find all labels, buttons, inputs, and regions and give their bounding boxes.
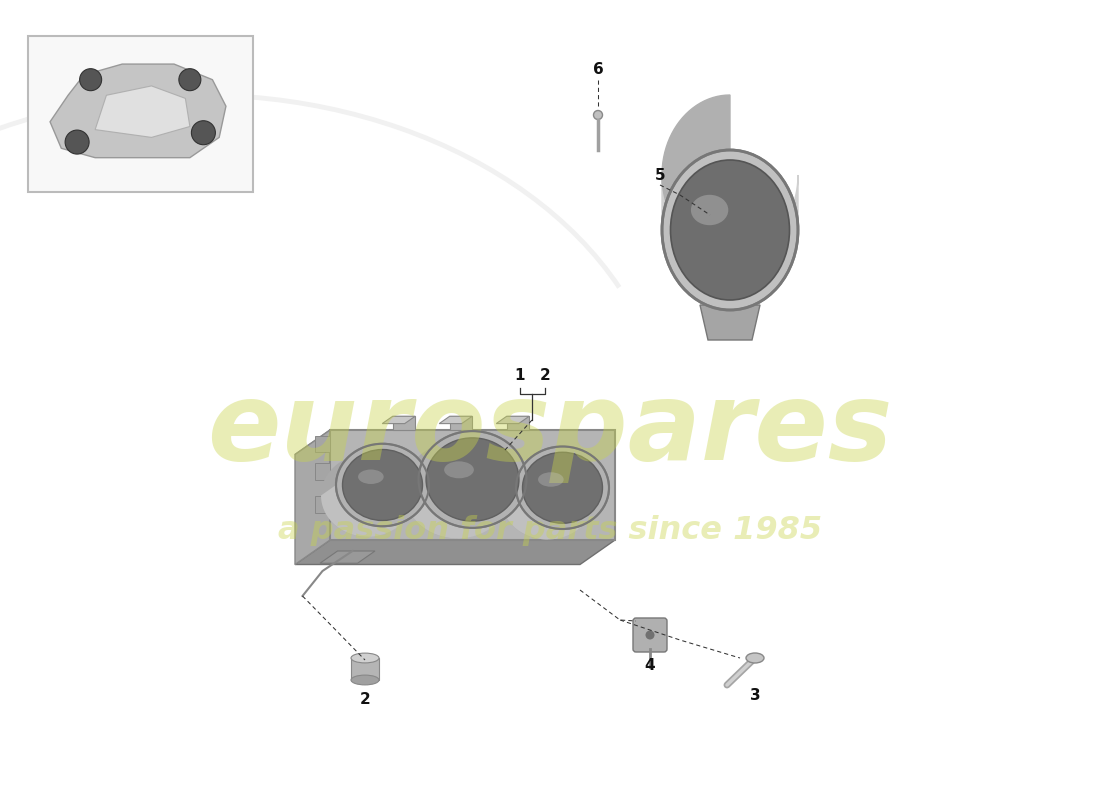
Polygon shape — [315, 435, 330, 452]
Text: 3: 3 — [750, 687, 760, 702]
Polygon shape — [320, 551, 375, 563]
Ellipse shape — [691, 194, 728, 226]
Ellipse shape — [426, 438, 519, 521]
Text: 1: 1 — [515, 367, 526, 382]
Ellipse shape — [351, 653, 380, 663]
Ellipse shape — [516, 446, 609, 529]
Polygon shape — [439, 416, 472, 424]
Polygon shape — [404, 431, 473, 538]
Polygon shape — [295, 430, 615, 454]
Polygon shape — [662, 95, 730, 310]
Polygon shape — [382, 416, 415, 424]
Text: 2: 2 — [540, 367, 550, 382]
Text: 4: 4 — [645, 658, 656, 673]
Polygon shape — [95, 86, 190, 138]
Polygon shape — [295, 430, 330, 565]
Polygon shape — [662, 175, 798, 310]
Ellipse shape — [179, 69, 201, 90]
Ellipse shape — [444, 462, 474, 478]
FancyBboxPatch shape — [632, 618, 667, 652]
Polygon shape — [393, 416, 415, 430]
Polygon shape — [496, 416, 529, 424]
Polygon shape — [700, 305, 760, 340]
Text: 2: 2 — [360, 693, 371, 707]
Ellipse shape — [594, 110, 603, 119]
Polygon shape — [315, 463, 330, 479]
Ellipse shape — [191, 121, 216, 145]
Text: a passion for parts since 1985: a passion for parts since 1985 — [278, 514, 822, 546]
Polygon shape — [500, 488, 609, 539]
Polygon shape — [404, 479, 527, 538]
Text: eurospares: eurospares — [207, 377, 893, 483]
Ellipse shape — [662, 150, 798, 310]
Polygon shape — [351, 658, 380, 680]
Bar — [28, 36, 253, 192]
Ellipse shape — [359, 470, 384, 484]
Ellipse shape — [342, 450, 422, 521]
Polygon shape — [295, 540, 615, 565]
Polygon shape — [321, 444, 383, 537]
Ellipse shape — [522, 452, 603, 523]
Ellipse shape — [671, 160, 790, 300]
Polygon shape — [500, 446, 562, 539]
Ellipse shape — [79, 69, 101, 90]
Polygon shape — [507, 416, 529, 430]
Polygon shape — [450, 416, 472, 430]
Ellipse shape — [65, 130, 89, 154]
Polygon shape — [315, 496, 330, 513]
Polygon shape — [51, 64, 225, 158]
Polygon shape — [321, 485, 429, 537]
Ellipse shape — [746, 653, 764, 663]
Ellipse shape — [418, 431, 527, 528]
Text: 5: 5 — [654, 167, 666, 182]
Ellipse shape — [336, 444, 429, 526]
Ellipse shape — [538, 472, 563, 486]
Polygon shape — [330, 430, 615, 540]
Ellipse shape — [351, 675, 380, 685]
Ellipse shape — [646, 630, 654, 639]
Text: 6: 6 — [593, 62, 604, 78]
